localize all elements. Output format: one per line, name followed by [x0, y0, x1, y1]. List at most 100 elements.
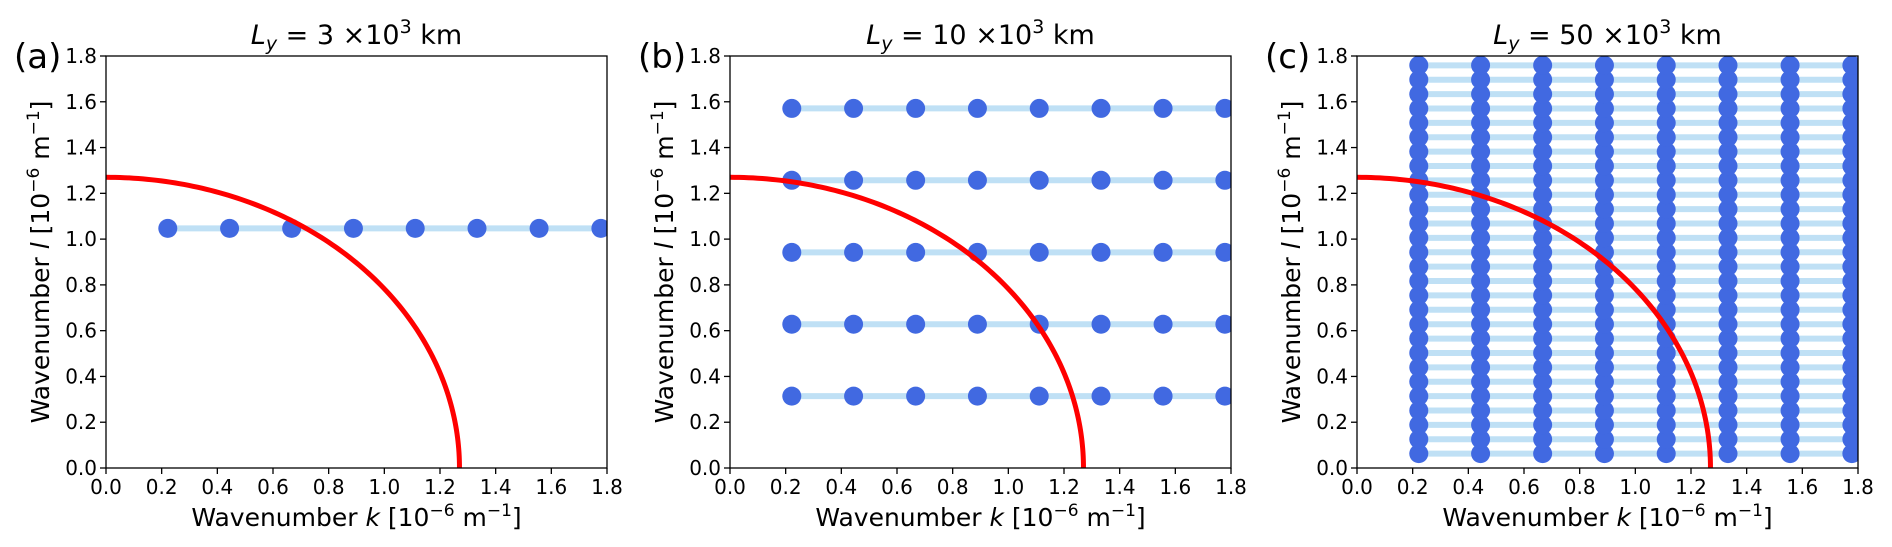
dispersion-curve: [1357, 174, 1713, 468]
data-point: [1409, 271, 1429, 291]
data-point: [1842, 98, 1858, 118]
data-point: [1780, 386, 1800, 406]
data-point: [1409, 113, 1429, 133]
data-point: [1656, 400, 1676, 420]
data-point: [1533, 142, 1553, 162]
y-tick-label: 1.4: [689, 136, 721, 160]
data-point: [1718, 257, 1738, 277]
data-point: [1656, 156, 1676, 176]
data-point: [1153, 242, 1173, 262]
data-point: [1656, 113, 1676, 133]
panel-c: 0.0 0.2 0.4 0.6 0.8 1.0 1.2 1.4 1.6 1.8 0.0 0.2 0.4 0…: [1265, 16, 1874, 532]
y-tick-label: 0.8: [1316, 273, 1348, 297]
x-tick-label: 1.2: [1675, 475, 1707, 499]
data-point: [1029, 242, 1049, 262]
x-tick-label: 0.4: [1452, 475, 1484, 499]
data-point: [1842, 343, 1858, 363]
x-tick-label: 1.6: [1159, 475, 1191, 499]
y-tick-label: 0.2: [1316, 410, 1348, 434]
data-point: [1409, 357, 1429, 377]
y-tick-label: 1.2: [1316, 181, 1348, 205]
data-point: [1780, 214, 1800, 234]
panel-b: 0.0 0.2 0.4 0.6 0.8 1.0 1.2 1.4 1.6 1.8 0.0 0.2 0.4 0…: [638, 16, 1247, 532]
data-point: [1533, 228, 1553, 248]
data-point: [1594, 170, 1614, 190]
x-tick-label: 1.2: [424, 475, 456, 499]
panel-letter: (a): [14, 37, 61, 77]
data-point: [1471, 372, 1491, 392]
data-point: [1718, 56, 1738, 75]
x-tick-label: 0.8: [1564, 475, 1596, 499]
data-point: [1471, 127, 1491, 147]
data-point: [1409, 343, 1429, 363]
data-point: [591, 218, 607, 238]
panel-title: Ly = 50 ×103 km: [1493, 16, 1722, 55]
data-point: [1471, 84, 1491, 104]
data-point: [1718, 285, 1738, 305]
data-point: [1842, 372, 1858, 392]
y-tick-label: 1.0: [65, 227, 97, 251]
x-tick-label: 1.4: [1731, 475, 1763, 499]
y-tick-label: 0.0: [65, 456, 97, 480]
data-point: [844, 314, 864, 334]
data-point: [1533, 127, 1553, 147]
data-point: [1409, 214, 1429, 234]
y-axis-label: Wavenumber l [10−6 m−1]: [1275, 101, 1306, 424]
data-point: [1656, 429, 1676, 449]
data-point: [1780, 98, 1800, 118]
data-point: [1215, 386, 1231, 406]
data-point: [782, 98, 802, 118]
axes-frame: [729, 55, 1232, 469]
data-point: [1842, 170, 1858, 190]
data-point: [1594, 113, 1614, 133]
data-point: [1594, 228, 1614, 248]
y-tick-label: 0.0: [1316, 456, 1348, 480]
data-point: [1594, 285, 1614, 305]
data-point: [1656, 127, 1676, 147]
data-point: [1029, 98, 1049, 118]
x-tick-label: 1.0: [368, 475, 400, 499]
data-point: [1780, 300, 1800, 320]
data-point: [967, 170, 987, 190]
data-point: [1533, 300, 1553, 320]
data-point: [1533, 113, 1553, 133]
data-point: [1780, 429, 1800, 449]
data-point: [1718, 199, 1738, 219]
data-point: [1656, 228, 1676, 248]
x-tick-label: 0.0: [90, 475, 122, 499]
y-tick-label: 0.6: [1316, 319, 1348, 343]
data-point: [1533, 199, 1553, 219]
y-tick-label: 0.4: [689, 364, 721, 388]
axes-frame: [105, 55, 608, 469]
data-point: [1471, 386, 1491, 406]
data-point: [1215, 170, 1231, 190]
data-point: [1594, 199, 1614, 219]
data-point: [906, 314, 926, 334]
data-point: [1842, 228, 1858, 248]
data-point: [1471, 343, 1491, 363]
data-point: [1718, 271, 1738, 291]
data-point: [1780, 185, 1800, 205]
x-tick-label: 0.2: [1397, 475, 1429, 499]
data-point: [1215, 242, 1231, 262]
x-tick-label: 1.0: [992, 475, 1024, 499]
data-point: [1842, 415, 1858, 435]
data-point: [1409, 56, 1429, 75]
x-tick-label: 1.4: [480, 475, 512, 499]
x-tick-label: 0.0: [714, 475, 746, 499]
data-point: [1842, 70, 1858, 90]
y-tick-label: 0.8: [689, 273, 721, 297]
data-point: [1409, 127, 1429, 147]
data-point: [1533, 271, 1553, 291]
data-point: [1594, 314, 1614, 334]
data-point: [1656, 415, 1676, 435]
data-point: [1533, 285, 1553, 305]
data-point: [1594, 271, 1614, 291]
data-point: [1780, 343, 1800, 363]
data-point: [1842, 56, 1858, 75]
data-point: [1842, 357, 1858, 377]
data-point: [1091, 386, 1111, 406]
x-tick-label: 0.0: [1341, 475, 1373, 499]
x-axis-label: Wavenumber k [10−6 m−1]: [1442, 501, 1772, 532]
